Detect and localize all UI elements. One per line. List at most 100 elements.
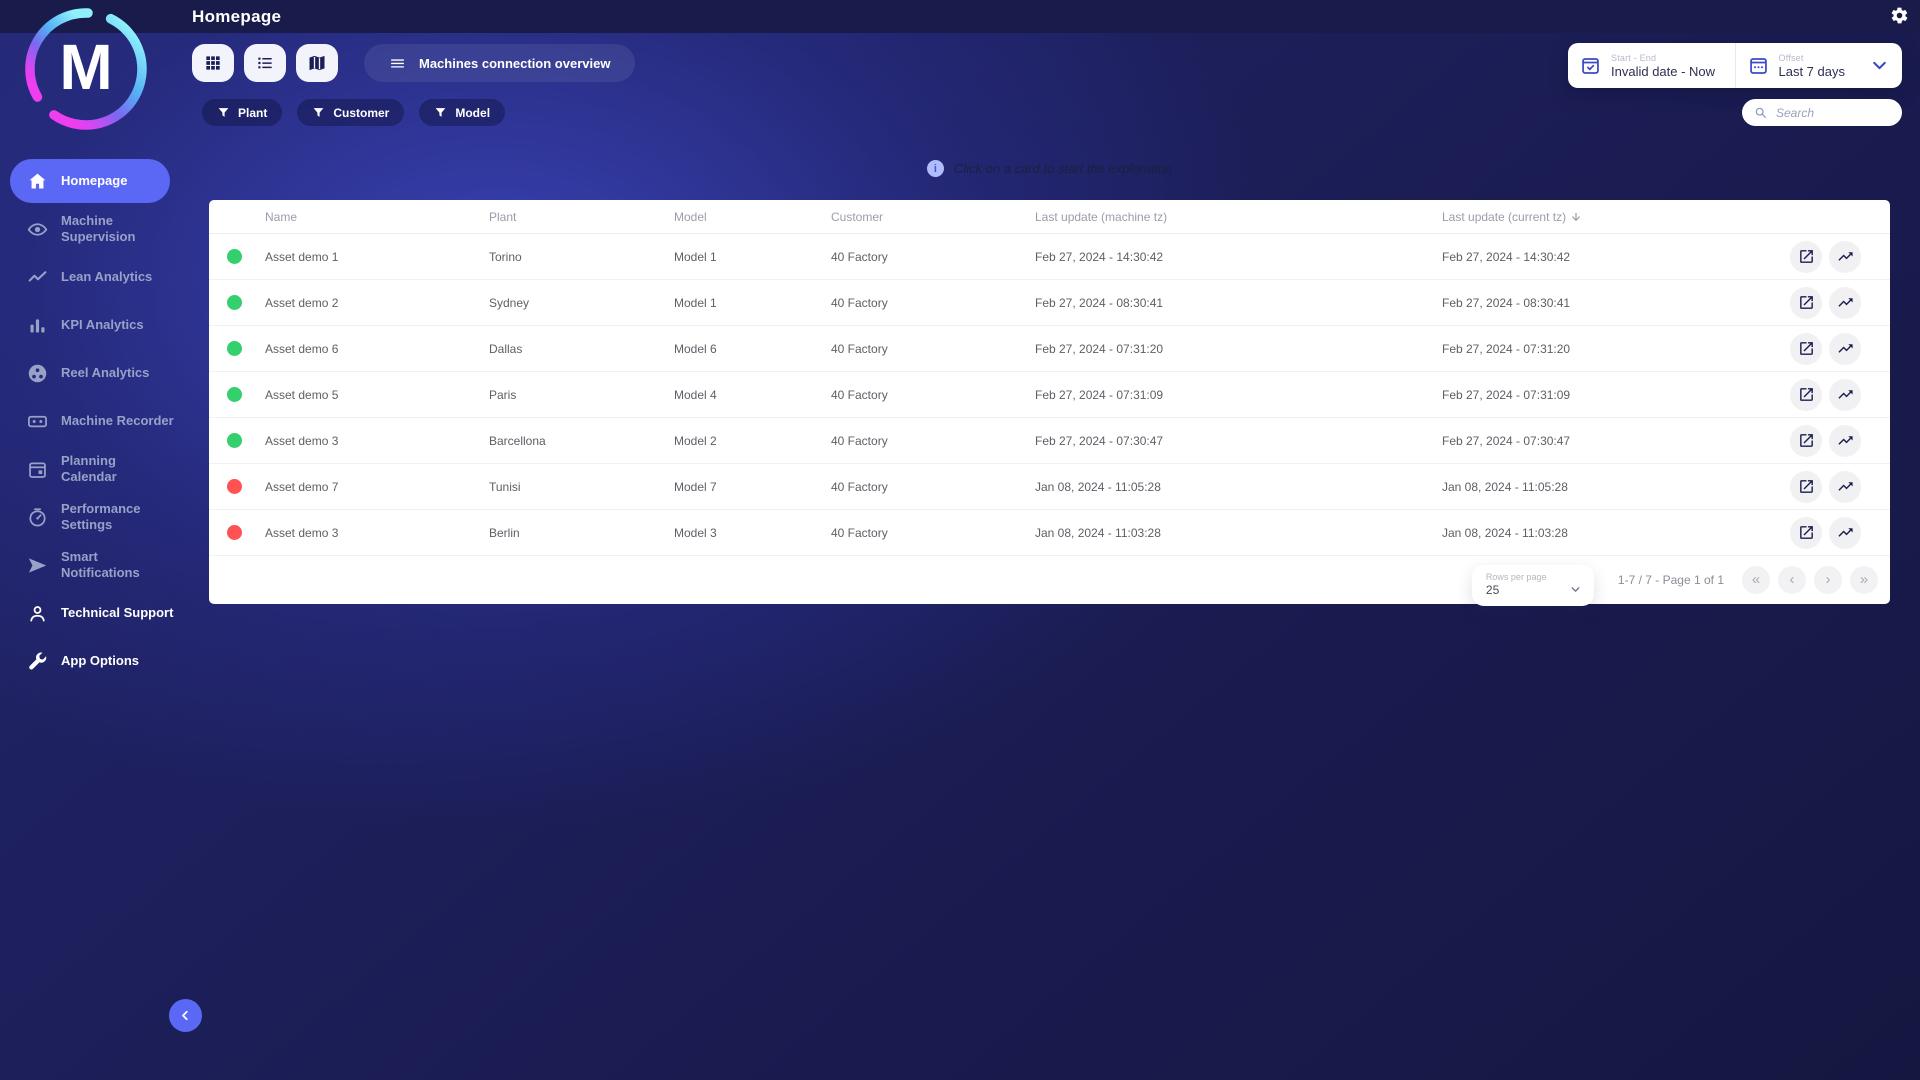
cell-last-update-machine-tz: Feb 27, 2024 - 14:30:42 [1035,249,1164,264]
filter-chip-customer[interactable]: Customer [297,99,405,126]
machines-connection-overview-button[interactable]: Machines connection overview [364,44,636,82]
column-header[interactable]: Last update (machine tz) [1035,209,1168,224]
trend-chart-button[interactable] [1829,378,1861,411]
gear-icon[interactable] [1888,6,1910,28]
sidebar-item-label: KPI Analytics [61,316,144,332]
column-header[interactable]: Model [674,209,707,224]
rows-per-page-label: Rows per page [1485,571,1547,582]
list-view-button[interactable] [244,44,286,82]
grid-view-button[interactable] [192,44,234,82]
table-row[interactable]: Asset demo 3 Barcellona Model 2 40 Facto… [209,418,1890,464]
cell-last-update-current-tz: Jan 08, 2024 - 11:03:28 [1442,525,1568,540]
person-icon [27,603,48,624]
cell-last-update-current-tz: Feb 27, 2024 - 07:31:20 [1442,341,1571,356]
cell-last-update-current-tz: Feb 27, 2024 - 14:30:42 [1442,249,1571,264]
column-header[interactable]: Plant [489,209,517,224]
open-in-new-icon [1798,294,1815,311]
open-in-new-button[interactable] [1790,470,1822,503]
map-view-icon [307,53,327,73]
last-page-button[interactable]: » [1850,566,1878,594]
cell-customer: 40 Factory [831,341,888,356]
filter-chip-model[interactable]: Model [419,99,506,126]
home-icon [27,171,48,192]
table-row[interactable]: Asset demo 6 Dallas Model 6 40 Factory F… [209,326,1890,372]
open-in-new-button[interactable] [1790,332,1822,365]
trend-chart-button[interactable] [1829,516,1861,549]
info-icon: i [926,160,944,177]
trend-icon [27,267,48,288]
trend-chart-button[interactable] [1829,470,1861,503]
logo-ring [25,8,147,130]
date-range-value: Invalid date - Now [1611,63,1716,79]
open-in-new-button[interactable] [1790,424,1822,457]
sidebar-item-machine-supervision[interactable]: Machine Supervision [0,205,184,253]
sidebar-item-planning-calendar[interactable]: Planning Calendar [0,445,184,493]
column-header[interactable]: Customer [831,209,884,224]
open-in-new-button[interactable] [1790,516,1822,549]
previous-page-button[interactable]: ‹ [1778,566,1806,594]
table-row[interactable]: Asset demo 2 Sydney Model 1 40 Factory F… [209,280,1890,326]
filter-funnel-icon [217,106,230,119]
sidebar-item-app-options[interactable]: App Options [0,637,184,685]
open-in-new-icon [1798,386,1815,403]
cell-last-update-current-tz: Jan 08, 2024 - 11:05:28 [1442,479,1568,494]
chevron-left-icon [178,1008,193,1023]
cell-customer: 40 Factory [831,295,888,310]
table-row[interactable]: Asset demo 1 Torino Model 1 40 Factory F… [209,234,1890,280]
cell-model: Model 3 [674,525,717,540]
offset-label: Offset [1778,52,1804,63]
page-title: Homepage [192,7,282,26]
trend-chart-button[interactable] [1829,332,1861,365]
filter-chip-plant[interactable]: Plant [202,99,283,126]
cell-plant: Paris [489,387,517,402]
trending-icon [1837,294,1854,311]
next-page-button[interactable]: › [1814,566,1842,594]
sidebar-item-homepage[interactable]: Homepage [10,159,170,203]
sidebar-item-kpi-analytics[interactable]: KPI Analytics [0,301,184,349]
cell-name: Asset demo 7 [265,479,339,494]
filter-chip-label: Plant [238,105,268,120]
column-header[interactable]: Last update (current tz) [1442,210,1790,224]
trend-chart-button[interactable] [1829,286,1861,319]
date-range-picker: Start - End Invalid date - Now Offset La… [1568,43,1902,88]
sidebar-item-smart-notifications[interactable]: Smart Notifications [0,541,184,589]
search-input[interactable] [1774,104,1890,121]
trend-chart-button[interactable] [1829,424,1861,457]
wrench-icon [27,651,48,672]
status-dot [227,387,242,402]
row-actions [1790,332,1890,365]
cell-last-update-machine-tz: Feb 27, 2024 - 07:30:47 [1035,433,1164,448]
open-in-new-button[interactable] [1790,378,1822,411]
calendar-icon [1748,55,1769,76]
sidebar-item-machine-recorder[interactable]: Machine Recorder [0,397,184,445]
date-range-section[interactable]: Start - End Invalid date - Now [1568,43,1735,88]
sidebar-collapse-button[interactable] [169,999,202,1032]
filter-funnel-icon [434,106,447,119]
sidebar-item-reel-analytics[interactable]: Reel Analytics [0,349,184,397]
column-header[interactable]: Name [265,209,298,224]
cell-model: Model 4 [674,387,717,402]
cell-last-update-machine-tz: Feb 27, 2024 - 08:30:41 [1035,295,1164,310]
cell-plant: Barcellona [489,433,546,448]
trend-chart-button[interactable] [1829,240,1861,273]
table-row[interactable]: Asset demo 3 Berlin Model 3 40 Factory J… [209,510,1890,556]
app-logo: M [20,3,152,135]
cell-last-update-machine-tz: Feb 27, 2024 - 07:31:20 [1035,341,1164,356]
sidebar-item-technical-support[interactable]: Technical Support [0,589,184,637]
map-view-button[interactable] [296,44,338,82]
first-page-button[interactable]: « [1742,566,1770,594]
offset-section[interactable]: Offset Last 7 days [1736,43,1903,88]
filter-chip-label: Model [455,105,491,120]
row-actions [1790,286,1890,319]
filter-row: Plant Customer Model [202,99,506,126]
open-in-new-button[interactable] [1790,286,1822,319]
cell-name: Asset demo 3 [265,433,339,448]
table-row[interactable]: Asset demo 5 Paris Model 4 40 Factory Fe… [209,372,1890,418]
sidebar-item-lean-analytics[interactable]: Lean Analytics [0,253,184,301]
table-row[interactable]: Asset demo 7 Tunisi Model 7 40 Factory J… [209,464,1890,510]
open-in-new-button[interactable] [1790,240,1822,273]
rows-per-page-select[interactable]: Rows per page 25 [1471,564,1594,606]
sidebar-item-performance-settings[interactable]: Performance Settings [0,493,184,541]
cell-last-update-current-tz: Feb 27, 2024 - 07:31:09 [1442,387,1571,402]
